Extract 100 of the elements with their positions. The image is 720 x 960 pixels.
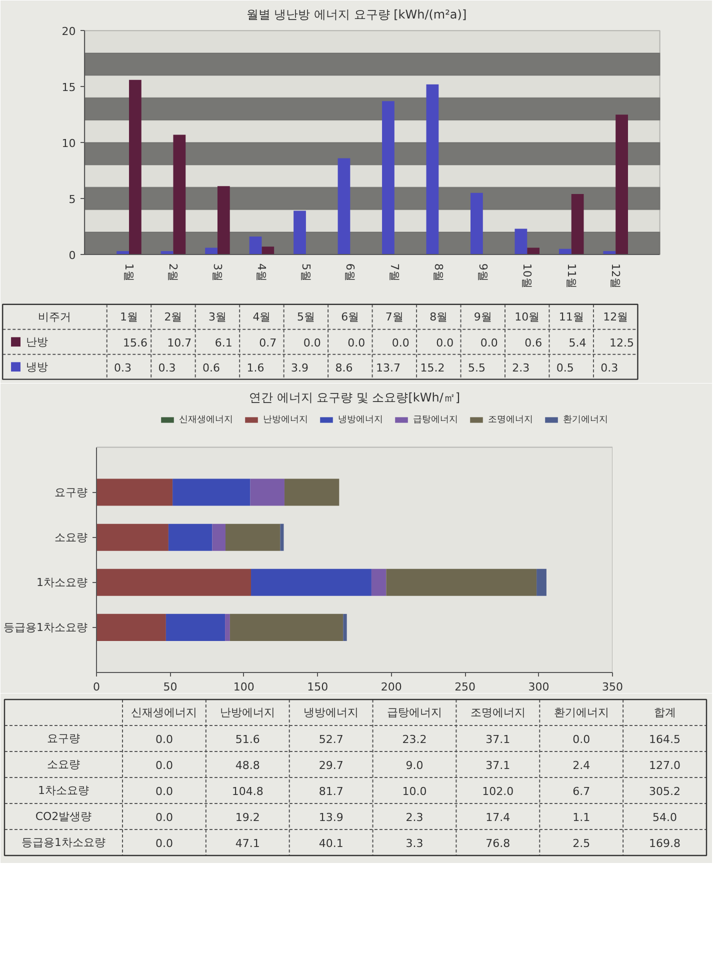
text: 29.7 [318, 759, 344, 772]
x-tick-label: 11월 [564, 263, 578, 288]
text: 13.9 [318, 811, 344, 824]
category-label: 급탕에너지 [387, 706, 442, 719]
bar [96, 524, 168, 551]
data-label: 5.5 [468, 361, 486, 374]
text: 3.3 [406, 837, 424, 850]
category-label: 냉방에너지 [304, 706, 359, 719]
text: 47.1 [235, 837, 260, 850]
text: 10.0 [402, 785, 427, 798]
bar [172, 478, 250, 506]
text: 37.1 [486, 733, 510, 746]
text: 19.2 [235, 811, 260, 824]
data-label: 0.0 [392, 336, 410, 350]
category-label: 신재생에너지 [131, 706, 198, 719]
category-label: 6월 [341, 310, 360, 324]
bar [426, 84, 439, 254]
category-label: 2월 [164, 310, 182, 324]
y-tick-label: 0 [68, 248, 76, 262]
data-label: 15.2 [420, 361, 445, 374]
bar [212, 524, 226, 551]
bar [225, 614, 230, 641]
text: 305.2 [649, 785, 681, 798]
data-label: 0.7 [259, 336, 277, 350]
x-tick-label: 1월 [122, 263, 136, 282]
text: 0.0 [155, 811, 173, 824]
bar [338, 158, 350, 254]
text: 2.3 [406, 811, 424, 824]
bar [96, 568, 252, 596]
text: 17.4 [486, 811, 510, 824]
data-label: 10.7 [167, 336, 192, 350]
data-label: 0.6 [524, 336, 542, 350]
y-tick-label: 15 [62, 81, 76, 94]
bar [168, 524, 212, 551]
text: 169.8 [649, 837, 681, 850]
bar [173, 134, 186, 254]
x-tick-label: 8월 [432, 263, 446, 282]
x-tick-label: 6월 [344, 263, 357, 282]
data-label: 0.0 [480, 336, 498, 350]
data-label: 0.0 [436, 336, 454, 350]
text: 6.7 [572, 785, 590, 798]
bar [96, 614, 166, 641]
x-tick-label: 2월 [166, 263, 180, 282]
y-tick-label: 요구량 [54, 486, 88, 499]
category-label: 난방에너지 [220, 706, 276, 719]
category-label: 11월 [558, 310, 584, 324]
bar [386, 568, 537, 596]
bar [284, 478, 340, 506]
bar [249, 236, 262, 254]
x-tick-label: 300 [528, 680, 550, 694]
y-tick-label: 20 [62, 25, 76, 38]
bar [470, 192, 483, 254]
bar [230, 614, 344, 641]
data-label: 2.3 [512, 361, 530, 374]
bar [571, 194, 584, 254]
text: 0.0 [155, 837, 173, 850]
bar [217, 186, 230, 254]
y-tick-label: 소요량 [54, 530, 88, 544]
data-label: 0.6 [202, 361, 220, 374]
data-label: 0.3 [114, 361, 132, 374]
data-label: 6.1 [214, 336, 232, 350]
x-tick-label: 250 [454, 680, 476, 694]
text: 0.0 [155, 785, 173, 798]
x-tick-label: 50 [163, 680, 178, 694]
data-label: 8.6 [335, 361, 353, 374]
bar [294, 210, 306, 254]
bar [128, 80, 142, 254]
x-tick-label: 4월 [255, 263, 268, 282]
bar [616, 114, 628, 254]
data-label: 15.6 [122, 336, 148, 350]
legend-label: 냉방에너지 [338, 414, 383, 426]
text: 2.5 [572, 837, 590, 850]
text: 0.0 [572, 733, 590, 746]
bar [262, 246, 274, 254]
data-label: 12.5 [610, 336, 634, 350]
text: 76.8 [486, 837, 510, 850]
legend-label: 신재생에너지 [179, 414, 233, 426]
bar [603, 251, 616, 254]
y-tick-label: 1차소요량 [36, 576, 88, 589]
chart-title: 연간 에너지 요구량 및 소요량[kWh/㎡] [248, 390, 460, 404]
data-label: 0.0 [303, 336, 321, 350]
legend-label: 조명에너지 [488, 414, 533, 426]
category-label: 3월 [208, 310, 226, 324]
text: 54.0 [652, 811, 678, 824]
bar [536, 568, 546, 596]
x-tick-label: 150 [307, 680, 328, 694]
x-tick-label: 350 [602, 680, 623, 694]
category-label: 8월 [430, 310, 448, 324]
category-label: 5월 [296, 310, 315, 324]
legend-label: 환기에너지 [563, 414, 608, 426]
bar [250, 478, 284, 506]
y-tick-label: 등급용1차소요량 [4, 620, 88, 634]
category-label: 9월 [474, 310, 492, 324]
data-label: 1.6 [246, 361, 264, 374]
text: 164.5 [649, 733, 681, 746]
bar [527, 248, 540, 254]
bar [96, 478, 173, 506]
data-label: 0.3 [158, 361, 176, 374]
text: 1.1 [572, 811, 590, 824]
text: 40.1 [318, 837, 344, 850]
